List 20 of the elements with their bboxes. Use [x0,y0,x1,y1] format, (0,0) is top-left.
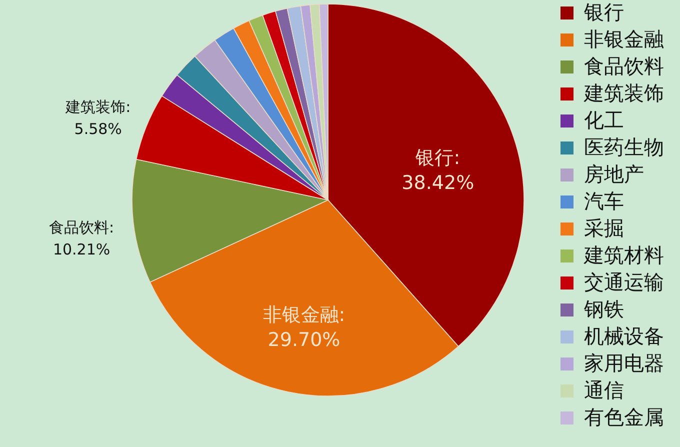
legend-label: 汽车 [584,189,624,213]
legend-label: 建筑装饰 [583,81,664,105]
legend-label: 化工 [584,108,624,132]
legend-label: 家用电器 [584,351,664,375]
legend-label: 非银金融 [584,27,664,51]
legend-label: 机械设备 [584,324,664,348]
legend-label: 房地产 [584,162,644,186]
data-label: 银行: 38.42% [402,147,474,194]
legend-label: 医药生物 [584,135,664,159]
legend-label: 食品饮料 [584,54,664,78]
legend-label: 交通运输 [584,270,664,294]
data-label: 食品饮料: 10.21% [49,218,114,259]
data-label: 建筑装饰: 5.58% [64,98,131,138]
legend-label: 通信 [584,378,624,402]
legend-label: 钢铁 [583,297,624,321]
legend-label: 采掘 [584,216,624,240]
legend-label: 建筑材料 [583,243,664,267]
legend-label: 银行 [583,0,624,24]
data-label: 非银金融: 29.70% [262,304,346,352]
legend-label: 有色金属 [584,405,664,429]
